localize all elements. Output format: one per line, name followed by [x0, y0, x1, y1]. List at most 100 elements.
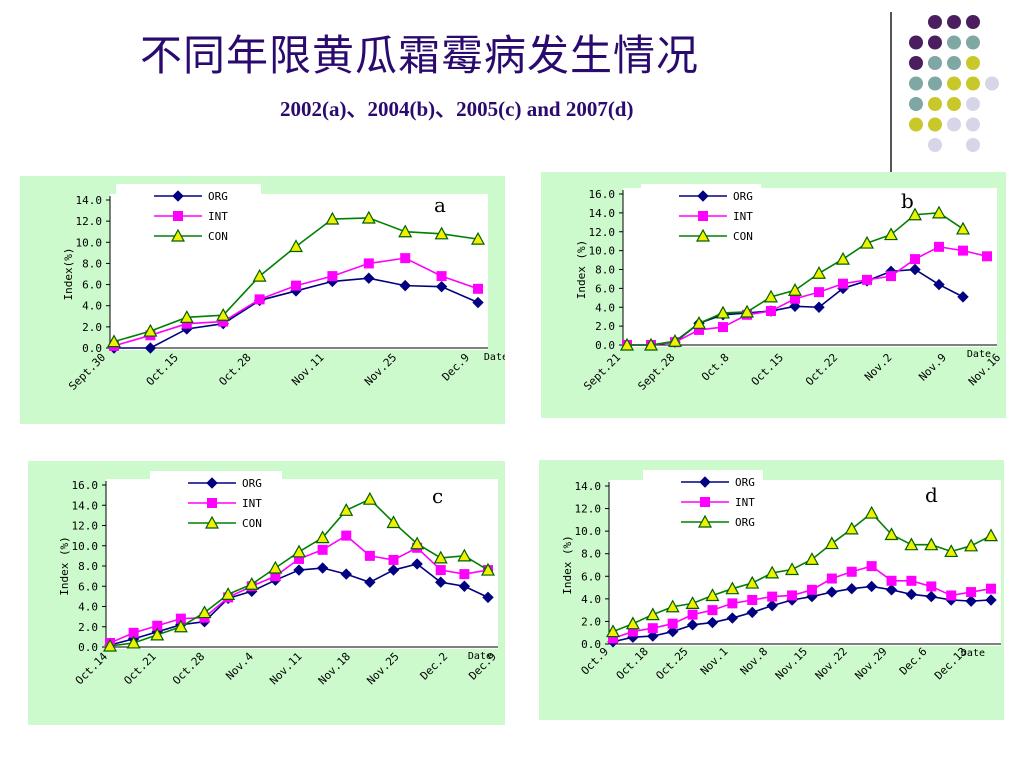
data-point	[400, 253, 411, 264]
x-tick-label: Nov.25	[362, 351, 399, 388]
data-point	[905, 588, 918, 601]
legend-label: CON	[208, 230, 228, 243]
x-tick-label: Nov.29	[852, 645, 889, 682]
data-point	[804, 552, 819, 565]
data-point	[835, 251, 851, 265]
y-tick-label: 12.0	[76, 215, 103, 228]
data-point	[931, 205, 947, 219]
x-tick-label: Nov.11	[289, 351, 326, 388]
data-point	[647, 623, 658, 634]
data-point	[862, 274, 872, 285]
x-tick-label: Oct.15	[144, 351, 181, 388]
data-point	[399, 279, 411, 292]
decorative-dot	[947, 97, 961, 111]
data-point	[150, 627, 165, 641]
y-tick-label: 12.0	[589, 226, 616, 239]
x-tick-label: Oct.22	[803, 351, 840, 388]
decorative-dot	[928, 76, 942, 91]
data-point	[317, 544, 328, 555]
data-point	[361, 210, 376, 224]
data-point	[904, 537, 919, 551]
y-tick-label: 0.0	[78, 641, 98, 654]
data-point	[739, 304, 755, 318]
legend-marker	[206, 477, 218, 489]
y-tick-label: 2.0	[78, 621, 98, 634]
x-tick-label: Sept.30	[66, 351, 108, 393]
decorative-dot	[928, 35, 942, 50]
data-point	[926, 581, 937, 592]
legend-label: INT	[735, 496, 755, 509]
y-tick-label: 0.0	[82, 342, 102, 355]
y-tick-label: 14.0	[76, 194, 103, 207]
legend-marker	[697, 514, 713, 528]
y-tick-label: 8.0	[78, 560, 98, 573]
decorative-dot	[928, 117, 942, 132]
chart-svg-d: 0.0 2.0 4.0 6.0 8.0 10.0 12.0 14.0 Index (%) Date…	[561, 470, 1001, 682]
y-tick-label: 14.0	[72, 499, 99, 512]
data-point	[126, 635, 141, 649]
data-point	[340, 568, 352, 580]
x-tick-label: Nov.18	[316, 650, 353, 687]
data-point	[767, 591, 778, 602]
series-line-int	[627, 246, 988, 346]
y-axis-label: Index(%)	[62, 248, 75, 301]
legend-label: ORG	[735, 516, 755, 529]
data-point	[106, 334, 122, 348]
data-point	[341, 530, 352, 541]
data-point	[747, 594, 758, 605]
data-point	[766, 599, 778, 612]
data-point	[179, 310, 194, 323]
y-tick-label: 0.0	[581, 638, 601, 651]
data-point	[906, 575, 917, 586]
data-point	[765, 565, 780, 579]
data-point	[884, 527, 899, 541]
data-point	[144, 342, 157, 354]
data-point	[846, 566, 857, 577]
data-point	[605, 624, 621, 638]
y-tick-label: 6.0	[581, 570, 601, 583]
data-point	[685, 596, 700, 609]
data-point	[924, 537, 939, 551]
data-point	[291, 544, 307, 558]
chart-svg-c: 0.0 2.0 4.0 6.0 8.0 10.0 12.0 14.0 16.0 Index (%)…	[58, 471, 499, 687]
data-point	[288, 239, 304, 253]
data-point	[387, 564, 400, 576]
data-point	[726, 612, 739, 624]
data-point	[727, 598, 738, 609]
data-point	[339, 503, 354, 516]
y-tick-label: 6.0	[82, 279, 102, 292]
data-point	[985, 594, 997, 606]
y-tick-label: 10.0	[575, 525, 602, 538]
data-point	[766, 306, 776, 317]
data-point	[806, 584, 817, 595]
decorative-dot	[928, 56, 942, 70]
data-point	[433, 550, 448, 564]
decorative-dot	[966, 76, 980, 91]
decorative-dot	[909, 56, 923, 70]
x-tick-label: Oct.28	[170, 650, 207, 687]
data-point	[966, 587, 977, 598]
legend-label: CON	[242, 517, 262, 530]
data-point	[316, 562, 329, 574]
data-point	[362, 491, 377, 505]
data-point	[885, 584, 898, 596]
data-point	[983, 528, 999, 542]
data-point	[982, 251, 992, 262]
data-point	[824, 536, 839, 550]
data-point	[986, 583, 996, 594]
data-point	[252, 268, 267, 282]
x-tick-label: Oct.8	[699, 351, 732, 384]
data-point	[435, 280, 448, 293]
chart-panel-b: 0.0 2.0 4.0 6.0 8.0 10.0 12.0 14.0 16.0 Index (%)…	[541, 172, 1006, 418]
decorative-dot	[909, 76, 923, 91]
x-tick-label: Dec.6	[897, 645, 930, 678]
data-point	[647, 630, 659, 642]
data-point	[665, 599, 680, 613]
legend-marker	[698, 211, 708, 221]
data-point	[173, 619, 188, 633]
data-point	[746, 606, 758, 619]
y-tick-label: 8.0	[595, 264, 615, 277]
data-point	[715, 305, 731, 319]
data-point	[957, 291, 969, 303]
y-tick-label: 16.0	[589, 188, 616, 201]
